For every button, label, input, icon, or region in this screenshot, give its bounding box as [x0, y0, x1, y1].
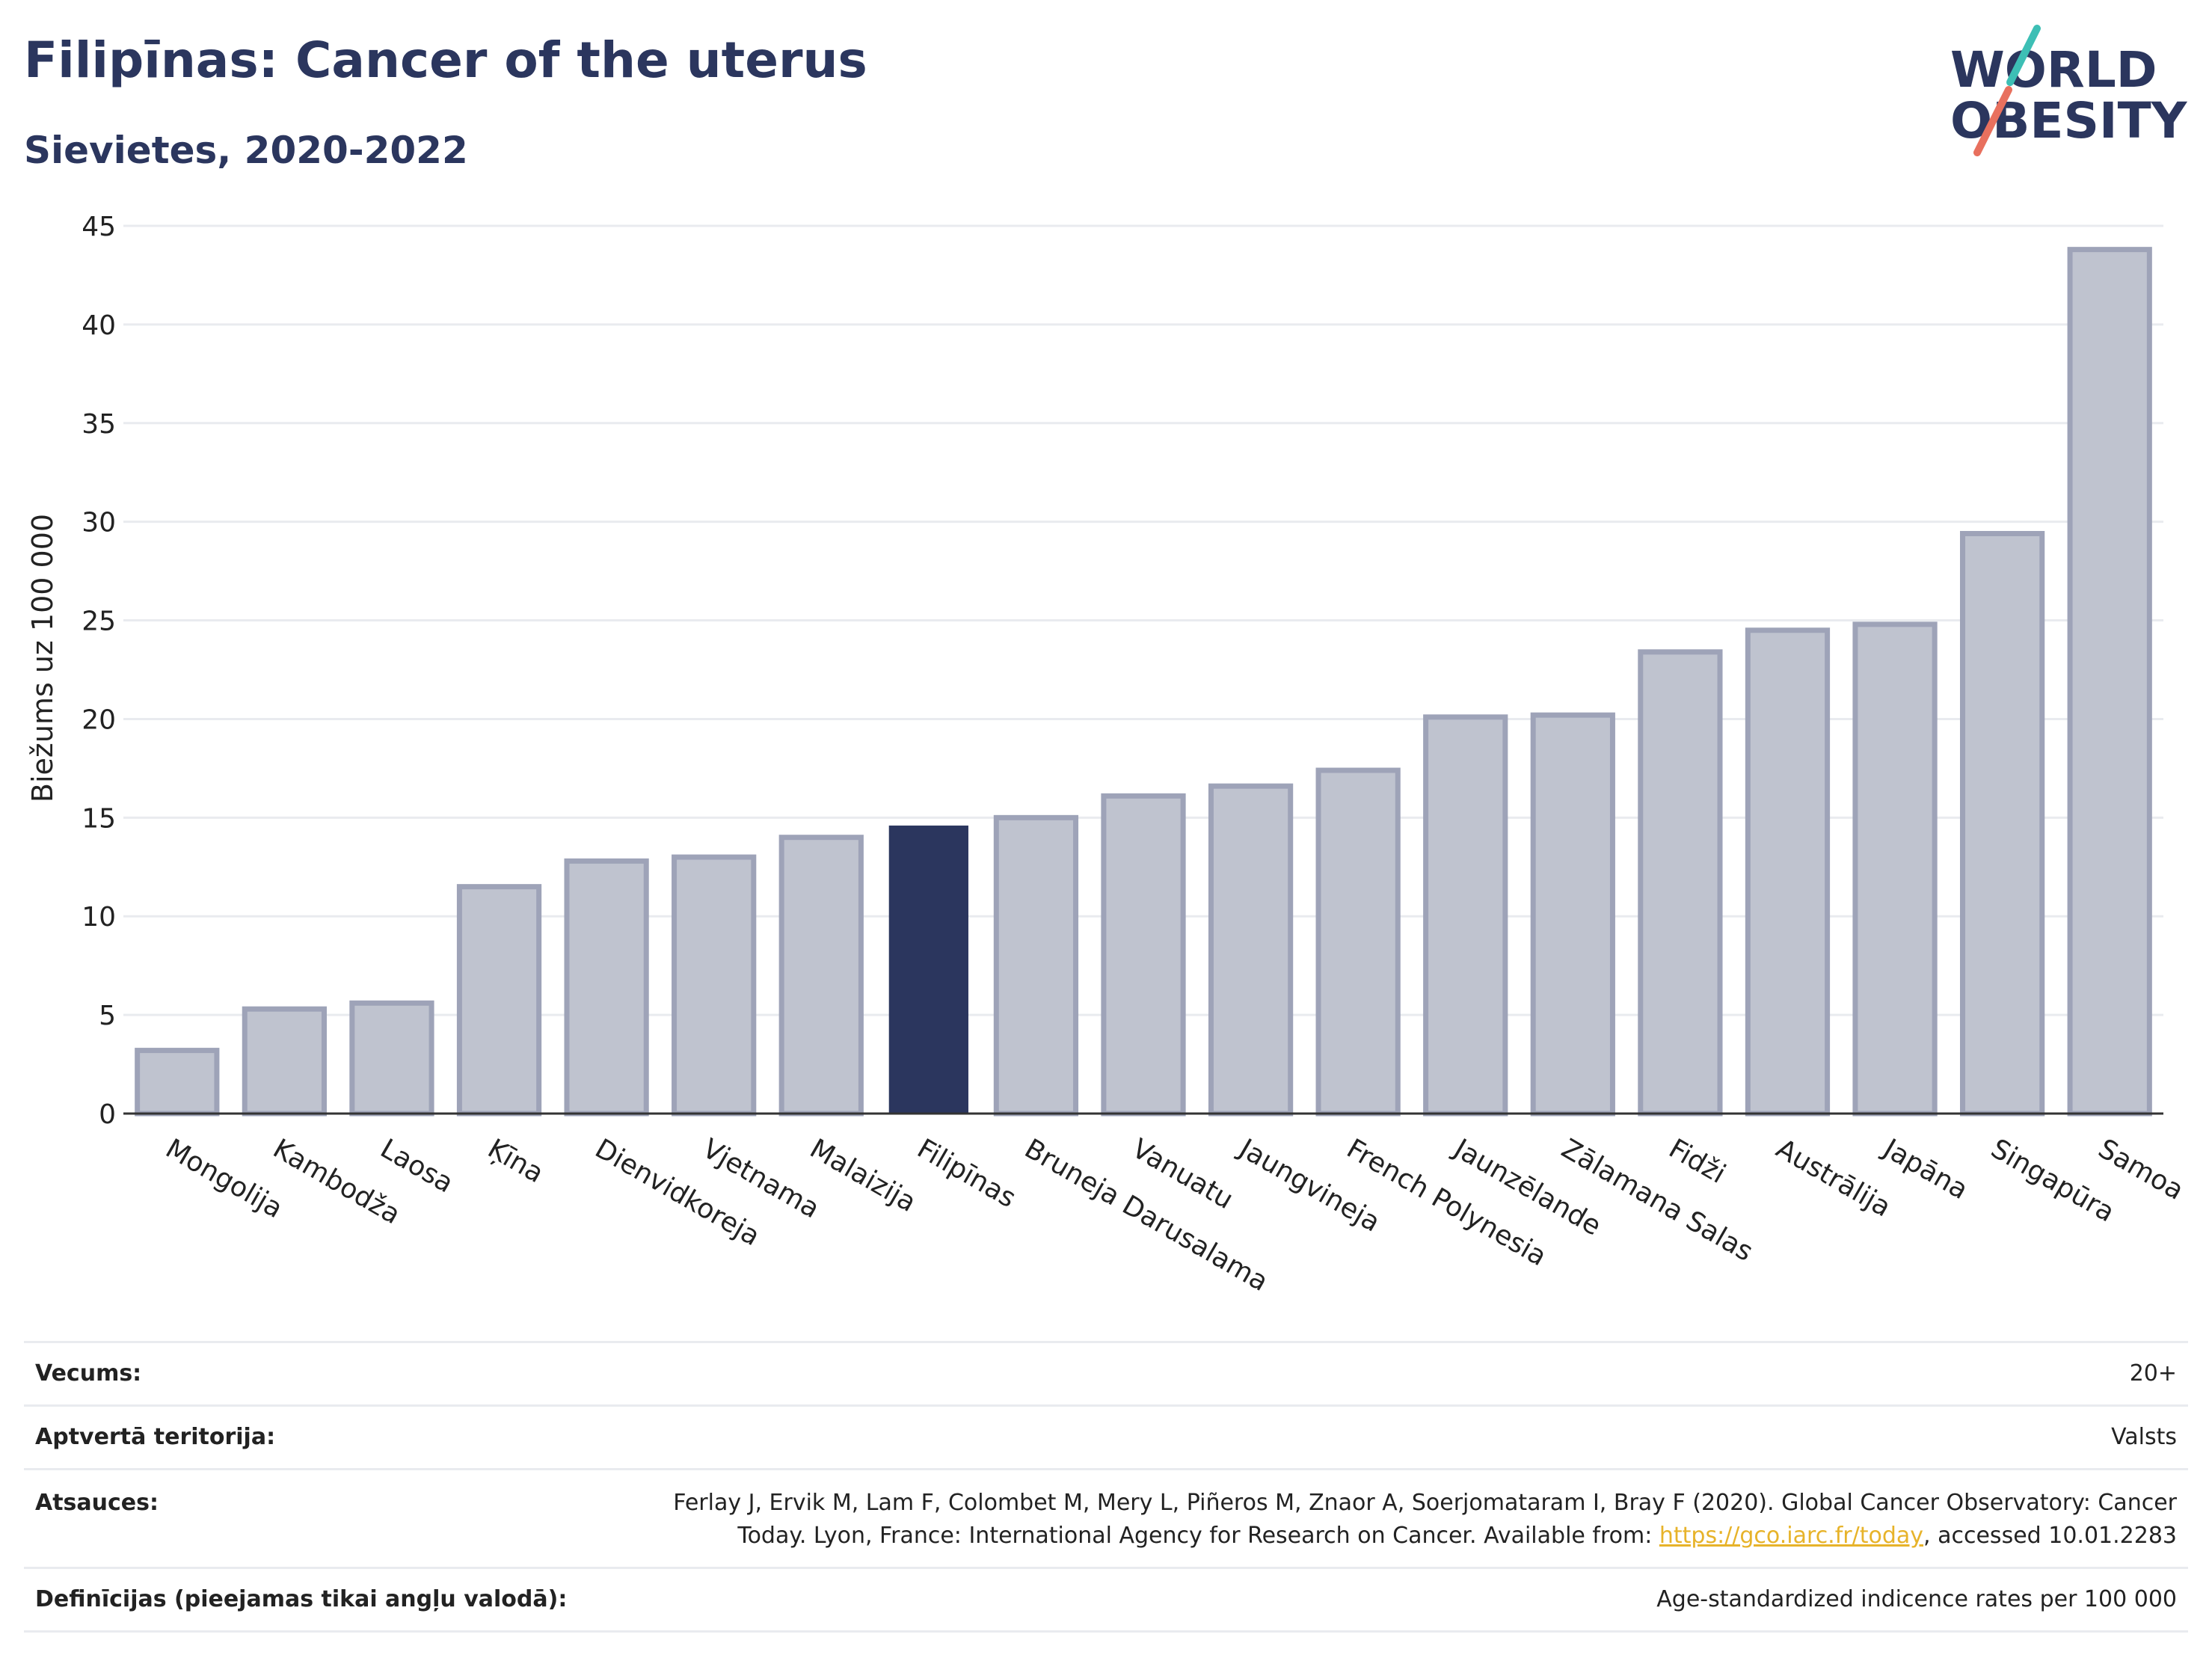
bar-Zālamana Salas[interactable] [1530, 712, 1615, 1117]
bar-Malaizija[interactable] [778, 835, 864, 1117]
bar-Fidži[interactable] [1638, 649, 1723, 1117]
y-tick-label: 35 [82, 409, 116, 440]
meta-key-coverage: Aptvertā teritorija: [24, 1404, 630, 1470]
bar-Filipīnas[interactable] [888, 825, 968, 1114]
y-tick-label: 20 [82, 704, 116, 735]
bar-Kambodža[interactable] [242, 1006, 327, 1117]
meta-key-age: Vecums: [24, 1341, 630, 1406]
reference-line-2-post: , accessed 10.01.2283 [1923, 1523, 2177, 1549]
y-tick-label: 30 [82, 508, 116, 538]
bars [135, 247, 2152, 1117]
reference-link[interactable]: https://gco.iarc.fr/today [1659, 1523, 1924, 1549]
x-tick-label: Malaizija [805, 1133, 921, 1218]
y-tick-label: 45 [82, 212, 116, 242]
meta-row-references: Atsauces: Ferlay J, Ervik M, Lam F, Colo… [24, 1468, 2188, 1568]
meta-value-definitions: Age-standardized indicence rates per 100… [630, 1567, 2188, 1633]
x-tick-label: Zālamana Salas [1556, 1133, 1758, 1267]
x-tick-label: Austrālija [1771, 1133, 1896, 1223]
x-tick-label: Fidži [1664, 1133, 1731, 1189]
y-tick-label: 25 [82, 607, 116, 637]
y-tick-label: 0 [99, 1099, 116, 1130]
y-axis-label: Biežums uz 100 000 [26, 514, 59, 802]
y-tick-label: 10 [82, 902, 116, 933]
bar-Vjetnama[interactable] [672, 854, 757, 1117]
meta-key-definitions: Definīcijas (pieejamas tikai angļu valod… [24, 1567, 630, 1633]
reference-line-2-pre: Today. Lyon, France: International Agenc… [737, 1523, 1659, 1549]
meta-value-coverage: Valsts [630, 1404, 2188, 1470]
bar-Bruneja Darusalama[interactable] [993, 814, 1079, 1117]
meta-key-references: Atsauces: [24, 1468, 630, 1568]
bar-Laosa[interactable] [349, 1000, 434, 1117]
logo-word-world: WORLD [1950, 41, 2157, 99]
x-tick-label: French Polynesia [1342, 1133, 1552, 1272]
chart-subtitle: Sievietes, 2020-2022 [24, 129, 468, 172]
chart-title: Filipīnas: Cancer of the uterus [24, 31, 867, 89]
meta-row-coverage: Aptvertā teritorija: Valsts [24, 1404, 2188, 1470]
bar-Japāna[interactable] [1852, 621, 1938, 1117]
bar-Vanuatu[interactable] [1101, 793, 1186, 1117]
bar-French Polynesia[interactable] [1315, 767, 1401, 1117]
y-tick-label: 5 [99, 1001, 116, 1031]
meta-value-references: Ferlay J, Ervik M, Lam F, Colombet M, Me… [630, 1468, 2188, 1568]
logo-slash-teal [2006, 25, 2041, 86]
y-tick-label: 15 [82, 803, 116, 834]
bar-Singapūra[interactable] [1960, 530, 2045, 1117]
x-tick-label: Filipīnas [912, 1133, 1021, 1214]
logo-slash-coral [1973, 86, 2012, 156]
meta-row-age: Vecums: 20+ [24, 1341, 2188, 1406]
world-obesity-logo: WORLD OBESITY [1950, 25, 2188, 156]
x-tick-label: Mongolija [160, 1133, 287, 1224]
x-tick-label: Ķīna [482, 1133, 548, 1189]
reference-line-1: Ferlay J, Ervik M, Lam F, Colombet M, Me… [673, 1490, 2177, 1516]
x-tick-label: Laosa [375, 1133, 458, 1199]
y-tick-labels: 0 5 10 15 20 25 30 35 40 45 [82, 212, 116, 1130]
y-tick-label: 40 [82, 310, 116, 341]
bar-Jaunzēlande[interactable] [1423, 714, 1508, 1117]
meta-row-definitions: Definīcijas (pieejamas tikai angļu valod… [24, 1567, 2188, 1633]
bar-Mongolija[interactable] [135, 1048, 220, 1117]
bar-Austrālija[interactable] [1745, 627, 1831, 1117]
bar-Jaungvineja[interactable] [1208, 783, 1294, 1117]
meta-value-age: 20+ [630, 1341, 2188, 1406]
bar-Samoa[interactable] [2067, 247, 2152, 1117]
metadata-table: Vecums: 20+ Aptvertā teritorija: Valsts … [24, 1341, 2188, 1633]
bar-Dienvidkoreja[interactable] [564, 858, 649, 1117]
bar-Ķīna[interactable] [456, 884, 542, 1117]
